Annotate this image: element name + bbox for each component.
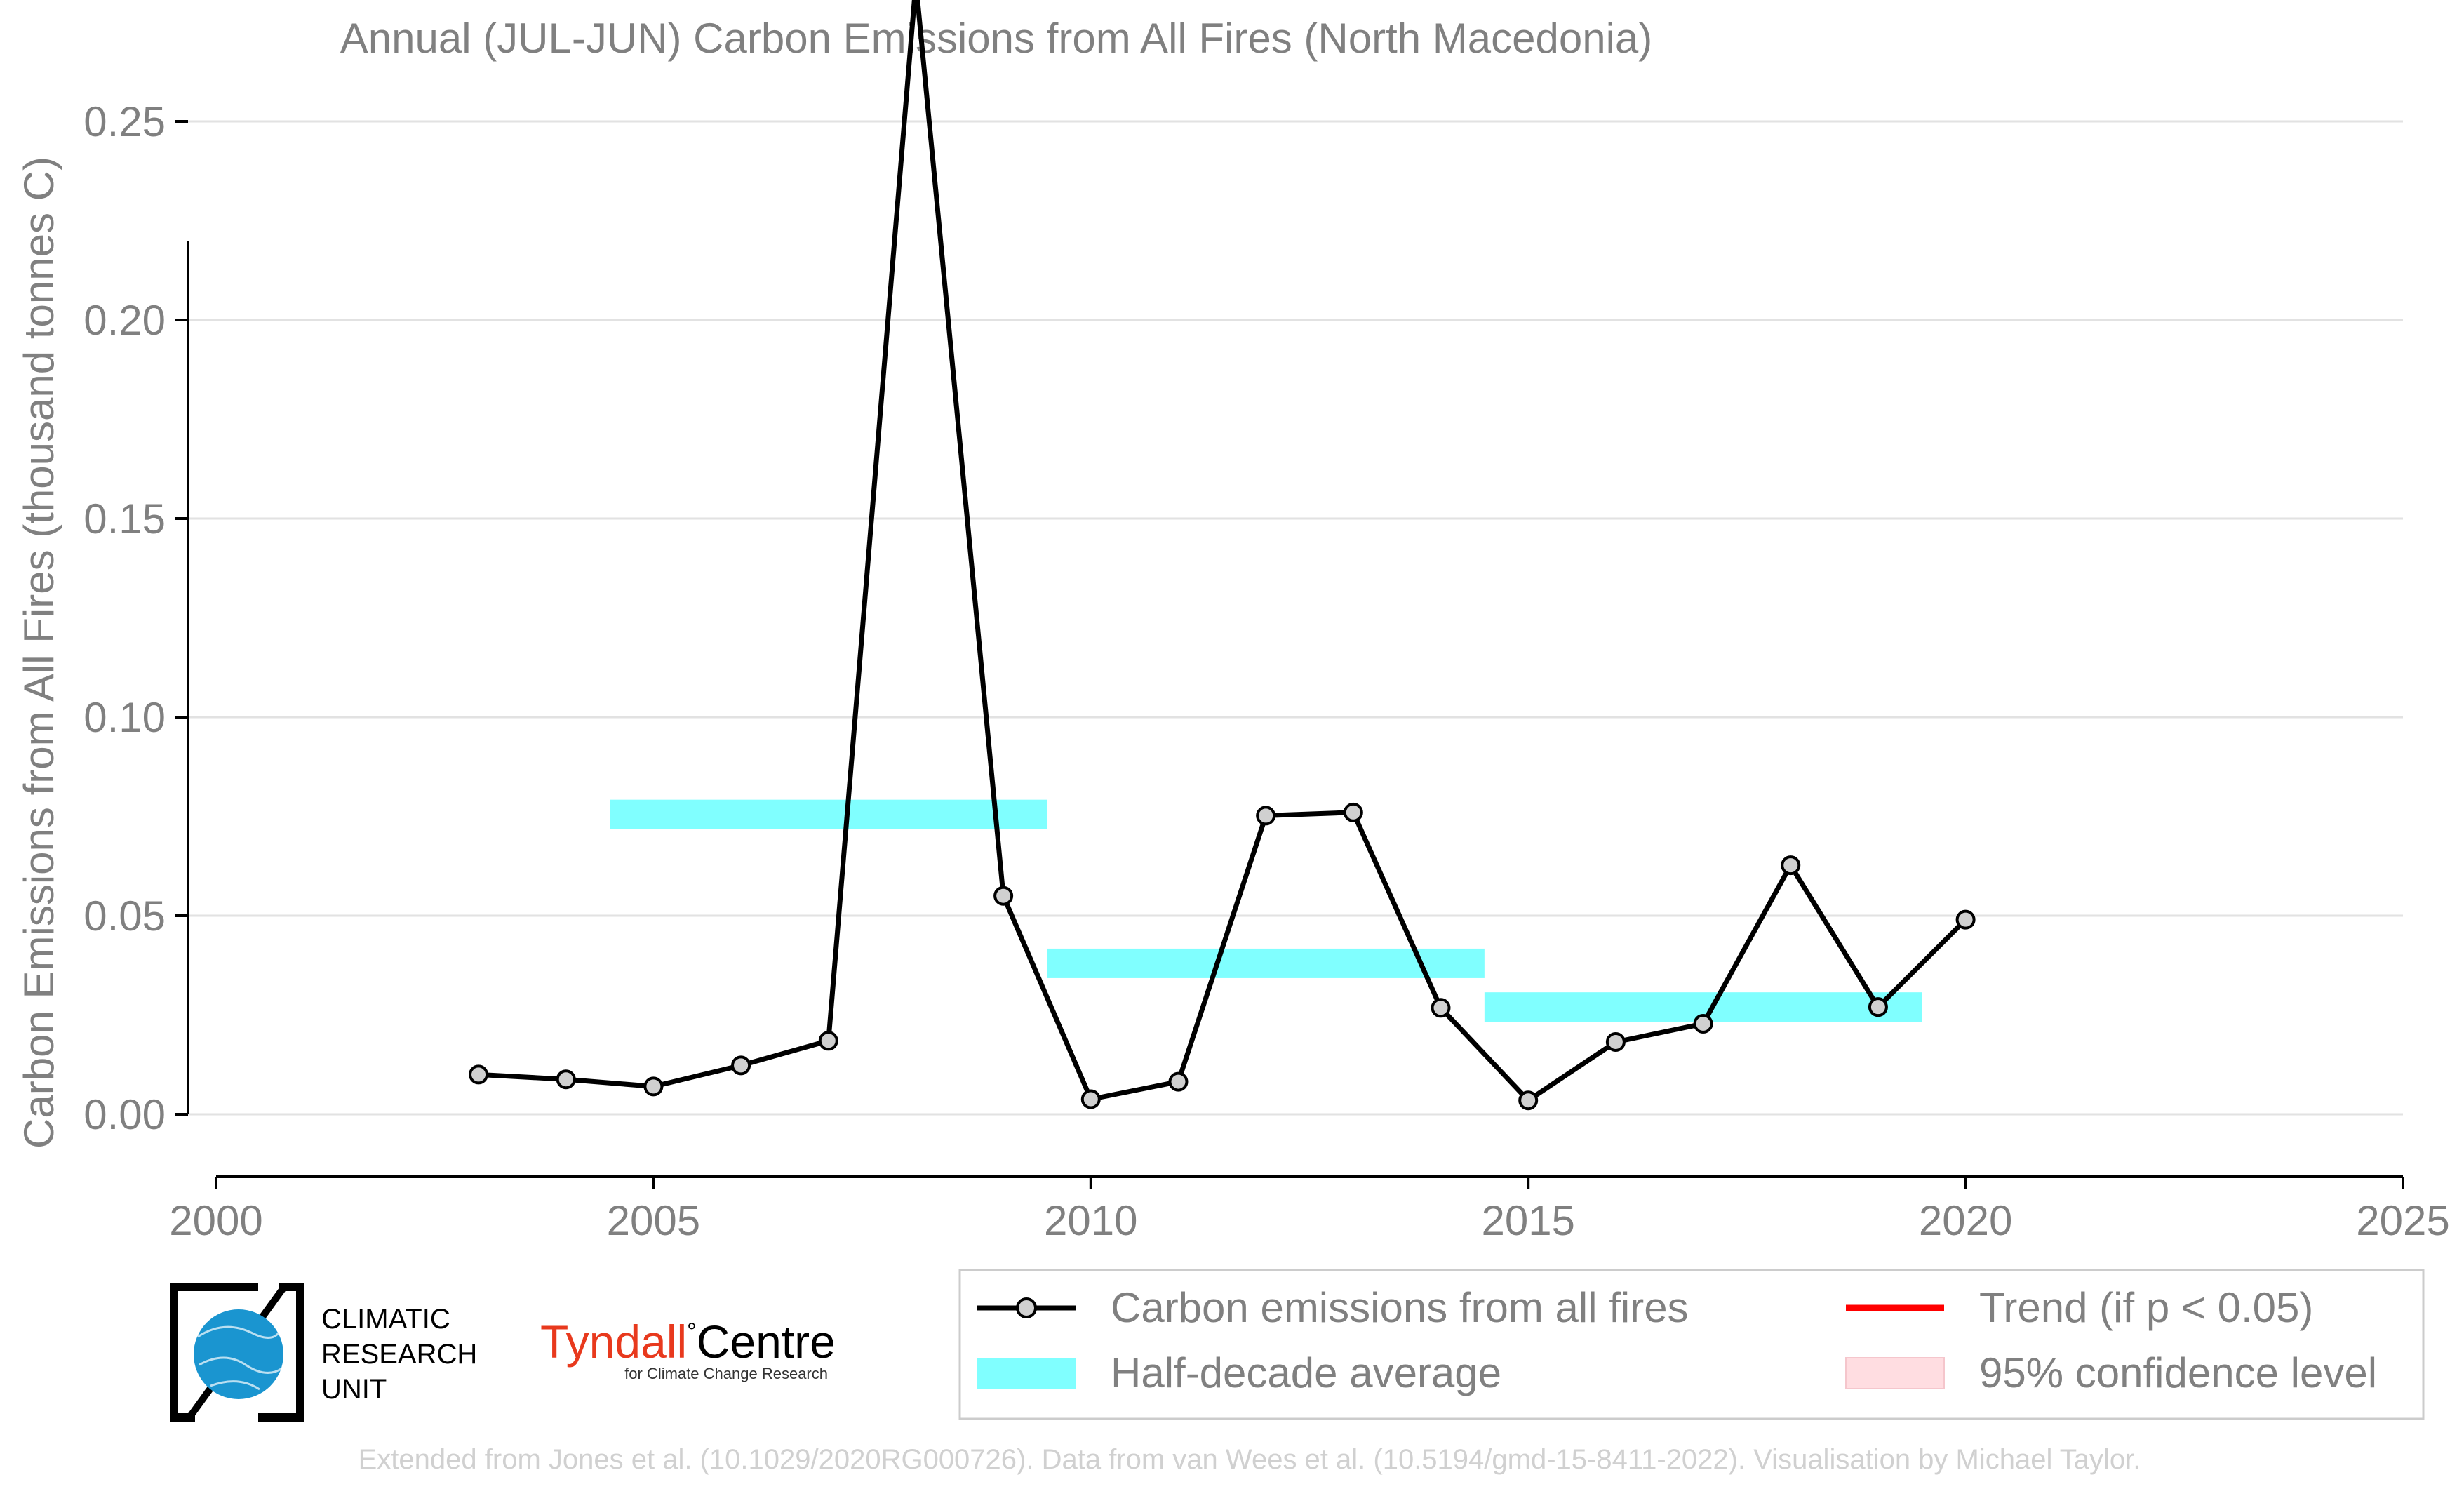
emissions-point xyxy=(731,1055,751,1076)
emissions-point xyxy=(643,1076,664,1097)
legend-series-marker xyxy=(1016,1297,1037,1318)
cru-text-line-1: CLIMATIC xyxy=(321,1304,450,1335)
chart-title: Annual (JUL-JUN) Carbon Emissions from A… xyxy=(340,15,1653,62)
tyndall-logo: Tyndall°Centre for Climate Change Resear… xyxy=(540,1316,836,1382)
half-decade-average-bar xyxy=(610,799,1047,829)
y-tick-label: 0.25 xyxy=(83,98,166,145)
gridlines xyxy=(188,120,2403,1116)
cru-text-line-3: UNIT xyxy=(321,1374,387,1405)
emissions-point xyxy=(818,1031,838,1051)
emissions-point xyxy=(1955,909,1976,930)
emissions-point xyxy=(1781,855,1801,876)
emissions-series xyxy=(469,0,1976,1111)
cru-logo: CLIMATIC RESEARCH UNIT xyxy=(170,1283,477,1422)
emissions-point xyxy=(1256,806,1276,826)
emissions-point xyxy=(1693,1013,1713,1034)
emissions-point xyxy=(556,1069,576,1090)
x-tick-label: 2000 xyxy=(169,1197,262,1244)
y-tick-label: 0.20 xyxy=(83,297,166,344)
y-axis-label: Carbon Emissions from All Fires (thousan… xyxy=(15,156,62,1149)
globe-swirl-icon xyxy=(197,1325,283,1391)
legend-frame xyxy=(958,1269,2425,1420)
cru-text-line-2: RESEARCH xyxy=(321,1339,477,1370)
y-tick-label: 0.15 xyxy=(83,495,166,542)
x-tick-label: 2015 xyxy=(1481,1197,1574,1244)
emissions-point xyxy=(1431,998,1451,1018)
legend-confidence-swatch xyxy=(1845,1357,1945,1389)
x-tick-label: 2025 xyxy=(2356,1197,2449,1244)
credit-line: Extended from Jones et al. (10.1029/2020… xyxy=(359,1444,2141,1475)
y-tick-label: 0.00 xyxy=(83,1091,166,1138)
legend: Carbon emissions from all fires Trend (i… xyxy=(958,1269,2425,1420)
emissions-point xyxy=(1080,1089,1101,1109)
y-ticks: 0.00 0.05 0.10 0.15 0.20 0.25 xyxy=(83,98,188,1138)
emissions-point xyxy=(993,886,1014,906)
x-tick-label: 2010 xyxy=(1044,1197,1137,1244)
tyndall-subtitle: for Climate Change Research xyxy=(624,1365,828,1382)
emissions-point xyxy=(469,1064,489,1085)
legend-label-series: Carbon emissions from all fires xyxy=(1111,1284,1689,1331)
tyndall-centre: Centre xyxy=(697,1316,836,1368)
globe-icon xyxy=(194,1309,283,1399)
legend-label-average: Half-decade average xyxy=(1111,1349,1501,1396)
x-ticks: 2000 2005 2010 2015 2020 2025 xyxy=(169,1177,2450,1244)
half-decade-average-bar xyxy=(1047,948,1485,978)
legend-label-trend: Trend (if p < 0.05) xyxy=(1979,1284,2313,1331)
x-tick-label: 2005 xyxy=(607,1197,700,1244)
emissions-point xyxy=(1343,802,1363,822)
emissions-line xyxy=(478,0,1968,1103)
y-tick-label: 0.10 xyxy=(83,694,166,741)
legend-label-confidence: 95% confidence level xyxy=(1979,1349,2377,1396)
tyndall-degree: ° xyxy=(687,1318,697,1345)
tyndall-wordmark: Tyndall°Centre xyxy=(540,1316,836,1368)
legend-average-swatch xyxy=(977,1358,1076,1389)
cru-bracket-icon xyxy=(170,1283,304,1422)
x-tick-label: 2020 xyxy=(1919,1197,2012,1244)
y-tick-label: 0.05 xyxy=(83,893,166,940)
emissions-point xyxy=(1168,1071,1189,1092)
emissions-point xyxy=(1868,997,1888,1017)
emissions-point xyxy=(1518,1090,1539,1111)
emissions-point xyxy=(1605,1031,1626,1052)
tyndall-name: Tyndall xyxy=(540,1316,687,1368)
